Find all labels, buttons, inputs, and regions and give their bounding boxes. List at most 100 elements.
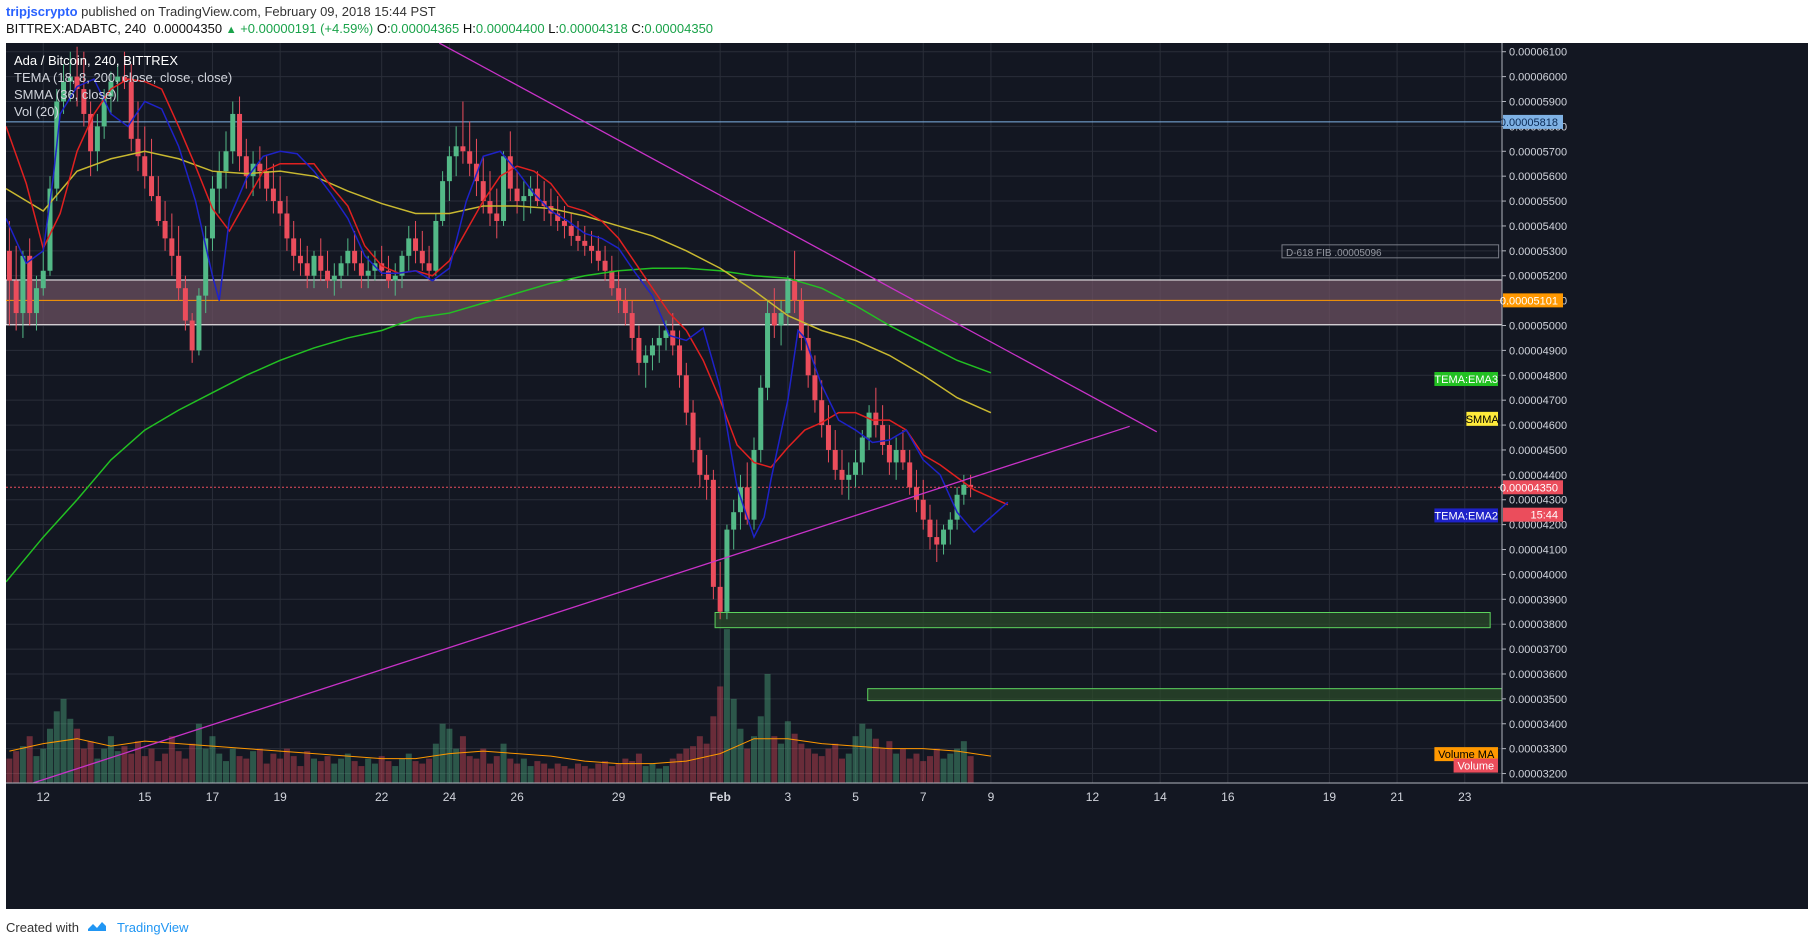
volume-bar: [114, 751, 121, 783]
volume-bar: [209, 736, 216, 783]
candle-body: [47, 188, 53, 271]
candle-body: [196, 295, 202, 351]
volume-bar: [371, 763, 378, 783]
candle-body: [101, 96, 107, 127]
volume-bar: [906, 758, 913, 783]
candle-body: [609, 270, 615, 289]
volume-bar: [757, 716, 764, 783]
candle-body: [832, 449, 838, 470]
candle-body: [277, 201, 283, 214]
volume-bar: [859, 723, 866, 783]
candle-body: [440, 181, 446, 221]
volume-bar: [13, 751, 20, 783]
volume-bar: [19, 746, 26, 783]
volume-bar: [446, 728, 453, 783]
candle-body: [487, 201, 493, 214]
author-link[interactable]: tripjscrypto: [6, 4, 78, 19]
volume-bar: [148, 748, 155, 783]
candle-body: [616, 288, 622, 301]
y-tick-label: 0.00005300: [1509, 246, 1567, 258]
legend-smma[interactable]: SMMA (36, close): [14, 87, 117, 102]
volume-bar: [520, 758, 527, 783]
volume-bar: [189, 743, 196, 783]
candle-body: [561, 220, 567, 226]
candle-body: [94, 126, 100, 152]
candle-body: [819, 400, 825, 426]
volume-bar: [635, 753, 642, 783]
y-tick-label: 0.00003300: [1509, 744, 1567, 756]
price-axis-badge-text: 15:44: [1530, 510, 1558, 522]
volume-bar: [351, 761, 358, 783]
volume-bar: [893, 753, 900, 783]
candle-body: [846, 474, 852, 480]
candle-body: [778, 313, 784, 326]
candle-body: [467, 151, 473, 164]
tradingview-link[interactable]: TradingView: [117, 920, 189, 935]
volume-bar: [304, 751, 311, 783]
volume-bar: [439, 723, 446, 783]
candle-body: [737, 487, 743, 513]
volume-bar: [480, 748, 487, 783]
volume-bar: [703, 743, 710, 783]
candle-body: [67, 76, 73, 82]
candle-body: [291, 238, 297, 256]
y-tick-label: 0.00005200: [1509, 271, 1567, 283]
y-tick-label: 0.00004800: [1509, 370, 1567, 382]
volume-bar: [764, 673, 771, 783]
indicator-line: [5, 78, 1009, 506]
volume-bar: [744, 748, 751, 783]
series-label-text: TEMA:EMA3: [1434, 374, 1498, 386]
candle-body: [677, 345, 683, 376]
price-zone: [867, 688, 1503, 702]
volume-bar: [344, 753, 351, 783]
chart-area[interactable]: D-618 FIB .00005096 0.00006100 0.00006000 0…: [5, 42, 1808, 909]
y-tick-label: 0.00004100: [1509, 545, 1567, 557]
volume-bar: [243, 758, 250, 783]
candle-body: [6, 250, 12, 281]
volume-bar: [358, 766, 365, 783]
volume-bar: [40, 748, 47, 783]
candle-body: [934, 537, 940, 545]
volume-bar: [547, 768, 554, 783]
candle-body: [223, 151, 229, 172]
close-label: C:: [631, 21, 645, 36]
price-axis-badge: [1503, 507, 1563, 522]
x-tick-label: 3: [785, 790, 792, 804]
volume-bar: [33, 756, 40, 783]
volume-bar: [933, 748, 940, 783]
legend-tema[interactable]: TEMA (18, 8, 200, close, close, close): [14, 70, 233, 85]
candle-body: [683, 375, 689, 413]
candle-body: [230, 113, 236, 152]
series-label-text: Volume: [1457, 761, 1494, 773]
tradingview-cloud-icon: [88, 922, 106, 931]
volume-bar: [825, 748, 832, 783]
x-tick-label: 22: [375, 790, 389, 804]
volume-bar: [784, 721, 791, 783]
series-label-badge: [1434, 508, 1498, 523]
y-tick-label: 0.00004900: [1509, 345, 1567, 357]
volume-bar: [832, 743, 839, 783]
volume-bar: [229, 748, 236, 783]
candle-body: [155, 196, 161, 221]
chart-legend: Ada / Bitcoin, 240, BITTREX TEMA (18, 8,…: [14, 52, 232, 120]
volume-bar: [588, 768, 595, 783]
y-tick-label: 0.00004000: [1509, 569, 1567, 581]
candle-body: [805, 337, 811, 376]
candle-body: [873, 412, 879, 426]
volume-bar: [886, 741, 893, 783]
y-tick-label: 0.00004600: [1509, 420, 1567, 432]
series-label-text: SMMA: [1466, 414, 1500, 426]
volume-bar: [622, 758, 629, 783]
volume-bar: [487, 763, 493, 783]
volume-ma-line: [9, 738, 991, 765]
candle-body: [243, 156, 249, 177]
chart-canvas[interactable]: D-618 FIB .00005096 0.00006100 0.00006000 0…: [5, 42, 1808, 909]
price-zone: [714, 611, 1491, 629]
volume-bar: [954, 748, 961, 783]
x-tick-label: 17: [206, 790, 220, 804]
legend-vol[interactable]: Vol (20): [14, 104, 59, 119]
volume-bar: [920, 761, 927, 783]
volume-bar: [256, 748, 263, 783]
candle-body: [81, 89, 87, 114]
volume-bar: [162, 753, 169, 783]
